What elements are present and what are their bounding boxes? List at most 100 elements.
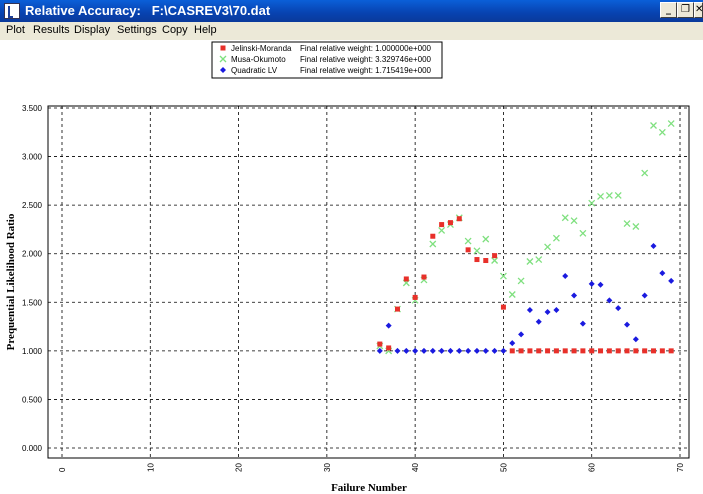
marker-stroke bbox=[641, 169, 649, 177]
marker-stroke bbox=[219, 55, 227, 63]
menu-plot[interactable]: Plot bbox=[6, 24, 25, 36]
close-button[interactable]: ✕ bbox=[694, 2, 703, 18]
musa-okumoto-point bbox=[650, 122, 657, 129]
jelinski-moranda-point bbox=[598, 348, 604, 354]
legend-marker bbox=[219, 55, 227, 63]
jelinski-moranda-point bbox=[606, 348, 612, 354]
musa-okumoto-point bbox=[605, 191, 613, 199]
jelinski-moranda-point bbox=[633, 348, 639, 354]
legend-box bbox=[211, 41, 443, 79]
menu-results[interactable]: Results bbox=[33, 24, 70, 36]
jelinski-moranda-point bbox=[624, 348, 630, 354]
menu-help[interactable]: Help bbox=[194, 24, 217, 36]
maximize-button[interactable]: ❐ bbox=[677, 2, 694, 18]
jelinski-moranda-point bbox=[421, 274, 427, 280]
musa-okumoto-point bbox=[570, 217, 578, 225]
quadratic-lv-point bbox=[668, 277, 675, 284]
series-layer bbox=[376, 120, 675, 355]
marker-stroke bbox=[632, 223, 640, 230]
series-quadratic-lv bbox=[376, 242, 675, 354]
marker-stroke bbox=[597, 192, 605, 200]
marker-stroke bbox=[464, 237, 472, 245]
musa-okumoto-point bbox=[658, 128, 666, 136]
musa-okumoto-point bbox=[579, 229, 587, 237]
marker-stroke bbox=[552, 234, 560, 242]
musa-okumoto-point bbox=[623, 220, 631, 228]
quadratic-lv-point bbox=[632, 336, 639, 343]
quadratic-lv-point bbox=[588, 280, 595, 287]
series-jelinski-moranda bbox=[377, 216, 674, 354]
title-bar: Relative Accuracy: F:\CASREV3\70.dat _ ❐… bbox=[0, 0, 703, 22]
y-tick-label: 0.000 bbox=[22, 444, 43, 453]
legend-marker bbox=[220, 45, 226, 51]
y-tick-label: 2.000 bbox=[22, 250, 43, 259]
musa-okumoto-point bbox=[535, 256, 543, 264]
ticks: 0 10 20 30 40 50 60 70 0.000 0.500 1.000 1.500 2.000… bbox=[22, 104, 685, 472]
marker-stroke bbox=[535, 256, 543, 264]
musa-okumoto-point bbox=[552, 234, 560, 242]
musa-okumoto-point bbox=[491, 257, 499, 264]
musa-okumoto-point bbox=[597, 192, 605, 200]
quadratic-lv-point bbox=[500, 347, 507, 354]
jelinski-moranda-point bbox=[386, 345, 392, 351]
musa-okumoto-point bbox=[438, 226, 446, 234]
x-tick-label: 30 bbox=[323, 463, 332, 472]
quadratic-lv-point bbox=[447, 347, 454, 354]
marker-stroke bbox=[614, 191, 622, 199]
marker-stroke bbox=[605, 191, 613, 199]
musa-okumoto-point bbox=[544, 243, 552, 251]
quadratic-lv-point bbox=[420, 347, 427, 354]
marker-stroke bbox=[438, 226, 446, 234]
x-tick-label: 0 bbox=[58, 467, 67, 472]
jelinski-moranda-point bbox=[668, 348, 674, 354]
jelinski-moranda-point bbox=[518, 348, 524, 354]
quadratic-lv-point bbox=[376, 347, 383, 354]
legend-series-name: Jelinski-Moranda bbox=[231, 44, 292, 53]
jelinski-moranda-point bbox=[615, 348, 621, 354]
marker-stroke bbox=[588, 199, 596, 207]
marker-stroke bbox=[623, 220, 631, 228]
marker-stroke bbox=[658, 128, 666, 136]
jelinski-moranda-point bbox=[527, 348, 533, 354]
y-tick-label: 2.500 bbox=[22, 201, 43, 210]
musa-okumoto-point bbox=[517, 277, 525, 285]
quadratic-lv-point bbox=[597, 281, 604, 288]
y-tick-label: 0.500 bbox=[22, 395, 43, 404]
jelinski-moranda-point bbox=[536, 348, 542, 354]
jelinski-moranda-point bbox=[456, 216, 462, 222]
quadratic-lv-point bbox=[535, 318, 542, 325]
jelinski-moranda-point bbox=[571, 348, 577, 354]
quadratic-lv-point bbox=[562, 273, 569, 280]
quadratic-lv-point bbox=[509, 340, 516, 347]
x-tick-label: 60 bbox=[588, 463, 597, 472]
legend-marker bbox=[220, 67, 226, 73]
musa-okumoto-point bbox=[561, 214, 569, 222]
app-icon bbox=[4, 3, 20, 19]
y-axis-title: Prequential Likelihood Ratio bbox=[5, 213, 17, 350]
minimize-button[interactable]: _ bbox=[660, 2, 677, 18]
menu-bar: Plot Results Display Settings Copy Help bbox=[0, 22, 703, 40]
chart-area: Jelinski-Moranda Final relative weight: 1… bbox=[0, 40, 703, 494]
marker-stroke bbox=[526, 258, 534, 265]
quadratic-lv-point bbox=[624, 321, 631, 328]
jelinski-moranda-point bbox=[403, 276, 409, 282]
jelinski-moranda-point bbox=[580, 348, 586, 354]
menu-display[interactable]: Display bbox=[74, 24, 111, 36]
x-tick-label: 70 bbox=[676, 463, 685, 472]
marker-stroke bbox=[544, 243, 552, 251]
marker-stroke bbox=[667, 120, 675, 128]
jelinski-moranda-point bbox=[439, 222, 445, 228]
quadratic-lv-point bbox=[385, 322, 392, 329]
menu-copy[interactable]: Copy bbox=[162, 24, 188, 36]
quadratic-lv-point bbox=[615, 305, 622, 312]
menu-settings[interactable]: Settings bbox=[117, 24, 157, 36]
quadratic-lv-point bbox=[544, 309, 551, 315]
jelinski-moranda-point bbox=[394, 306, 400, 312]
quadratic-lv-point bbox=[456, 347, 463, 354]
quadratic-lv-point bbox=[579, 320, 586, 327]
x-tick-label: 10 bbox=[146, 463, 155, 472]
jelinski-moranda-point bbox=[500, 304, 506, 310]
quadratic-lv-point bbox=[473, 347, 480, 354]
legend: Jelinski-Moranda Final relative weight: 1… bbox=[211, 41, 443, 79]
legend-weight: Final relative weight: 1.715419e+000 bbox=[300, 66, 432, 75]
